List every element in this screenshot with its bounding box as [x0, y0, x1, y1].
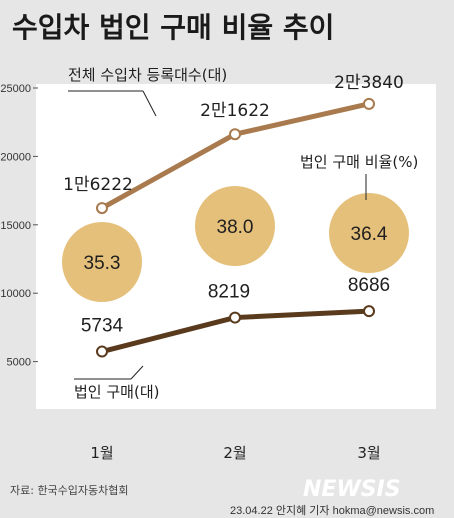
- ratio-bubble: [62, 222, 142, 302]
- newsis-logo: NEWSIS: [303, 477, 401, 502]
- data-point: [363, 305, 375, 318]
- callout-leader-corporate: [130, 365, 144, 380]
- ratio-bubble: [195, 186, 275, 266]
- data-label: 8686: [348, 275, 390, 296]
- y-tick-label: 25000: [0, 83, 31, 95]
- series-lines: [96, 97, 375, 358]
- credit-note: 23.04.22 안지혜 기자 hokma@newsis.com: [230, 504, 434, 517]
- data-point: [96, 202, 108, 215]
- data-point: [229, 128, 241, 141]
- data-point: [229, 311, 241, 324]
- data-label: 5734: [81, 316, 124, 337]
- series-name-corporate: 법인 구매(대): [74, 383, 159, 401]
- y-axis: 5000 10000 15000 20000 25000: [0, 83, 38, 369]
- data-point: [96, 345, 108, 358]
- y-tick-label: 10000: [0, 288, 31, 300]
- x-tick-label: 2월: [223, 444, 246, 462]
- callout-leader-total: [142, 90, 157, 117]
- ratio-label: 35.3: [84, 253, 121, 274]
- ratio-label: 38.0: [217, 217, 254, 238]
- x-axis: 1월 2월 3월: [90, 444, 380, 462]
- y-tick-label: 5000: [7, 357, 31, 369]
- data-label: 2만1622: [200, 101, 270, 121]
- series-name-total: 전체 수입차 등록대수(대): [68, 66, 227, 84]
- data-label: 8219: [208, 282, 250, 303]
- x-tick-label: 1월: [90, 444, 113, 462]
- series-name-ratio: 법인 구매 비율(%): [300, 153, 418, 171]
- source-note: 자료: 한국수입자동차협회: [10, 484, 129, 497]
- chart-title: 수입차 법인 구매 비율 추이: [12, 11, 334, 44]
- ratio-label: 36.4: [351, 224, 388, 245]
- y-tick-label: 15000: [0, 220, 31, 232]
- data-labels: 1만6222 2만1622 2만3840 5734 8219 8686: [63, 73, 404, 337]
- data-label: 1만6222: [63, 175, 133, 195]
- ratio-bubble: [329, 193, 409, 273]
- data-label: 2만3840: [334, 73, 404, 93]
- data-point: [363, 97, 375, 110]
- y-tick-label: 20000: [0, 151, 31, 163]
- x-tick-label: 3월: [357, 444, 380, 462]
- ratio-bubbles: 35.3 38.0 36.4: [62, 186, 409, 302]
